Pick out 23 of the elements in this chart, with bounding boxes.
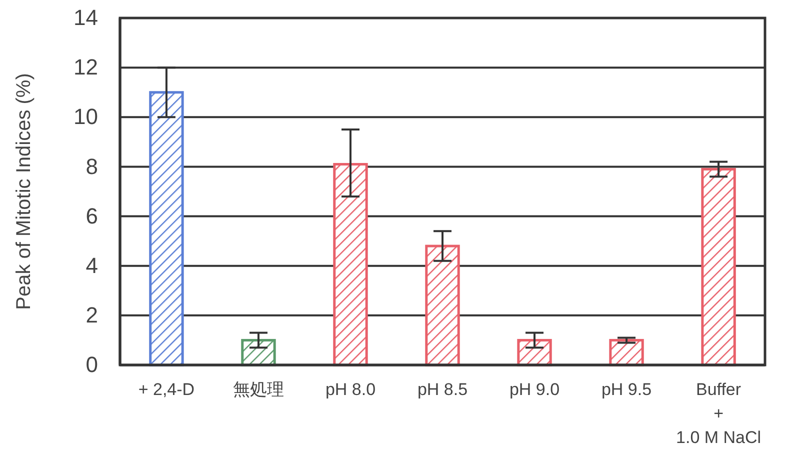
- y-tick-label: 10: [74, 104, 98, 130]
- x-tick-label: Buffer + 1.0 M NaCl: [676, 380, 762, 447]
- y-tick-label: 12: [74, 54, 98, 80]
- bar: [149, 91, 184, 366]
- bar: [517, 338, 552, 366]
- x-tick-label: pH 9.5: [601, 380, 652, 399]
- bar: [609, 338, 644, 366]
- x-tick-label: 無処理: [232, 380, 284, 399]
- y-tick-label: 6: [86, 203, 98, 228]
- bar: [333, 162, 368, 366]
- bar: [241, 338, 276, 366]
- y-tick-label: 2: [86, 302, 98, 328]
- x-tick-label: pH 8.0: [325, 380, 376, 399]
- y-tick-label: 4: [86, 252, 98, 278]
- y-tick-label: 8: [86, 154, 98, 179]
- y-tick-label: 14: [74, 5, 98, 30]
- x-tick-label: pH 9.0: [509, 380, 560, 399]
- y-axis-title: Peak of Mitotic Indices (%): [13, 73, 35, 310]
- y-tick-label: 0: [86, 352, 98, 378]
- bar: [425, 244, 460, 366]
- x-tick-label: + 2,4-D: [138, 380, 195, 399]
- bar: [701, 168, 736, 366]
- x-tick-label: pH 8.5: [417, 380, 468, 399]
